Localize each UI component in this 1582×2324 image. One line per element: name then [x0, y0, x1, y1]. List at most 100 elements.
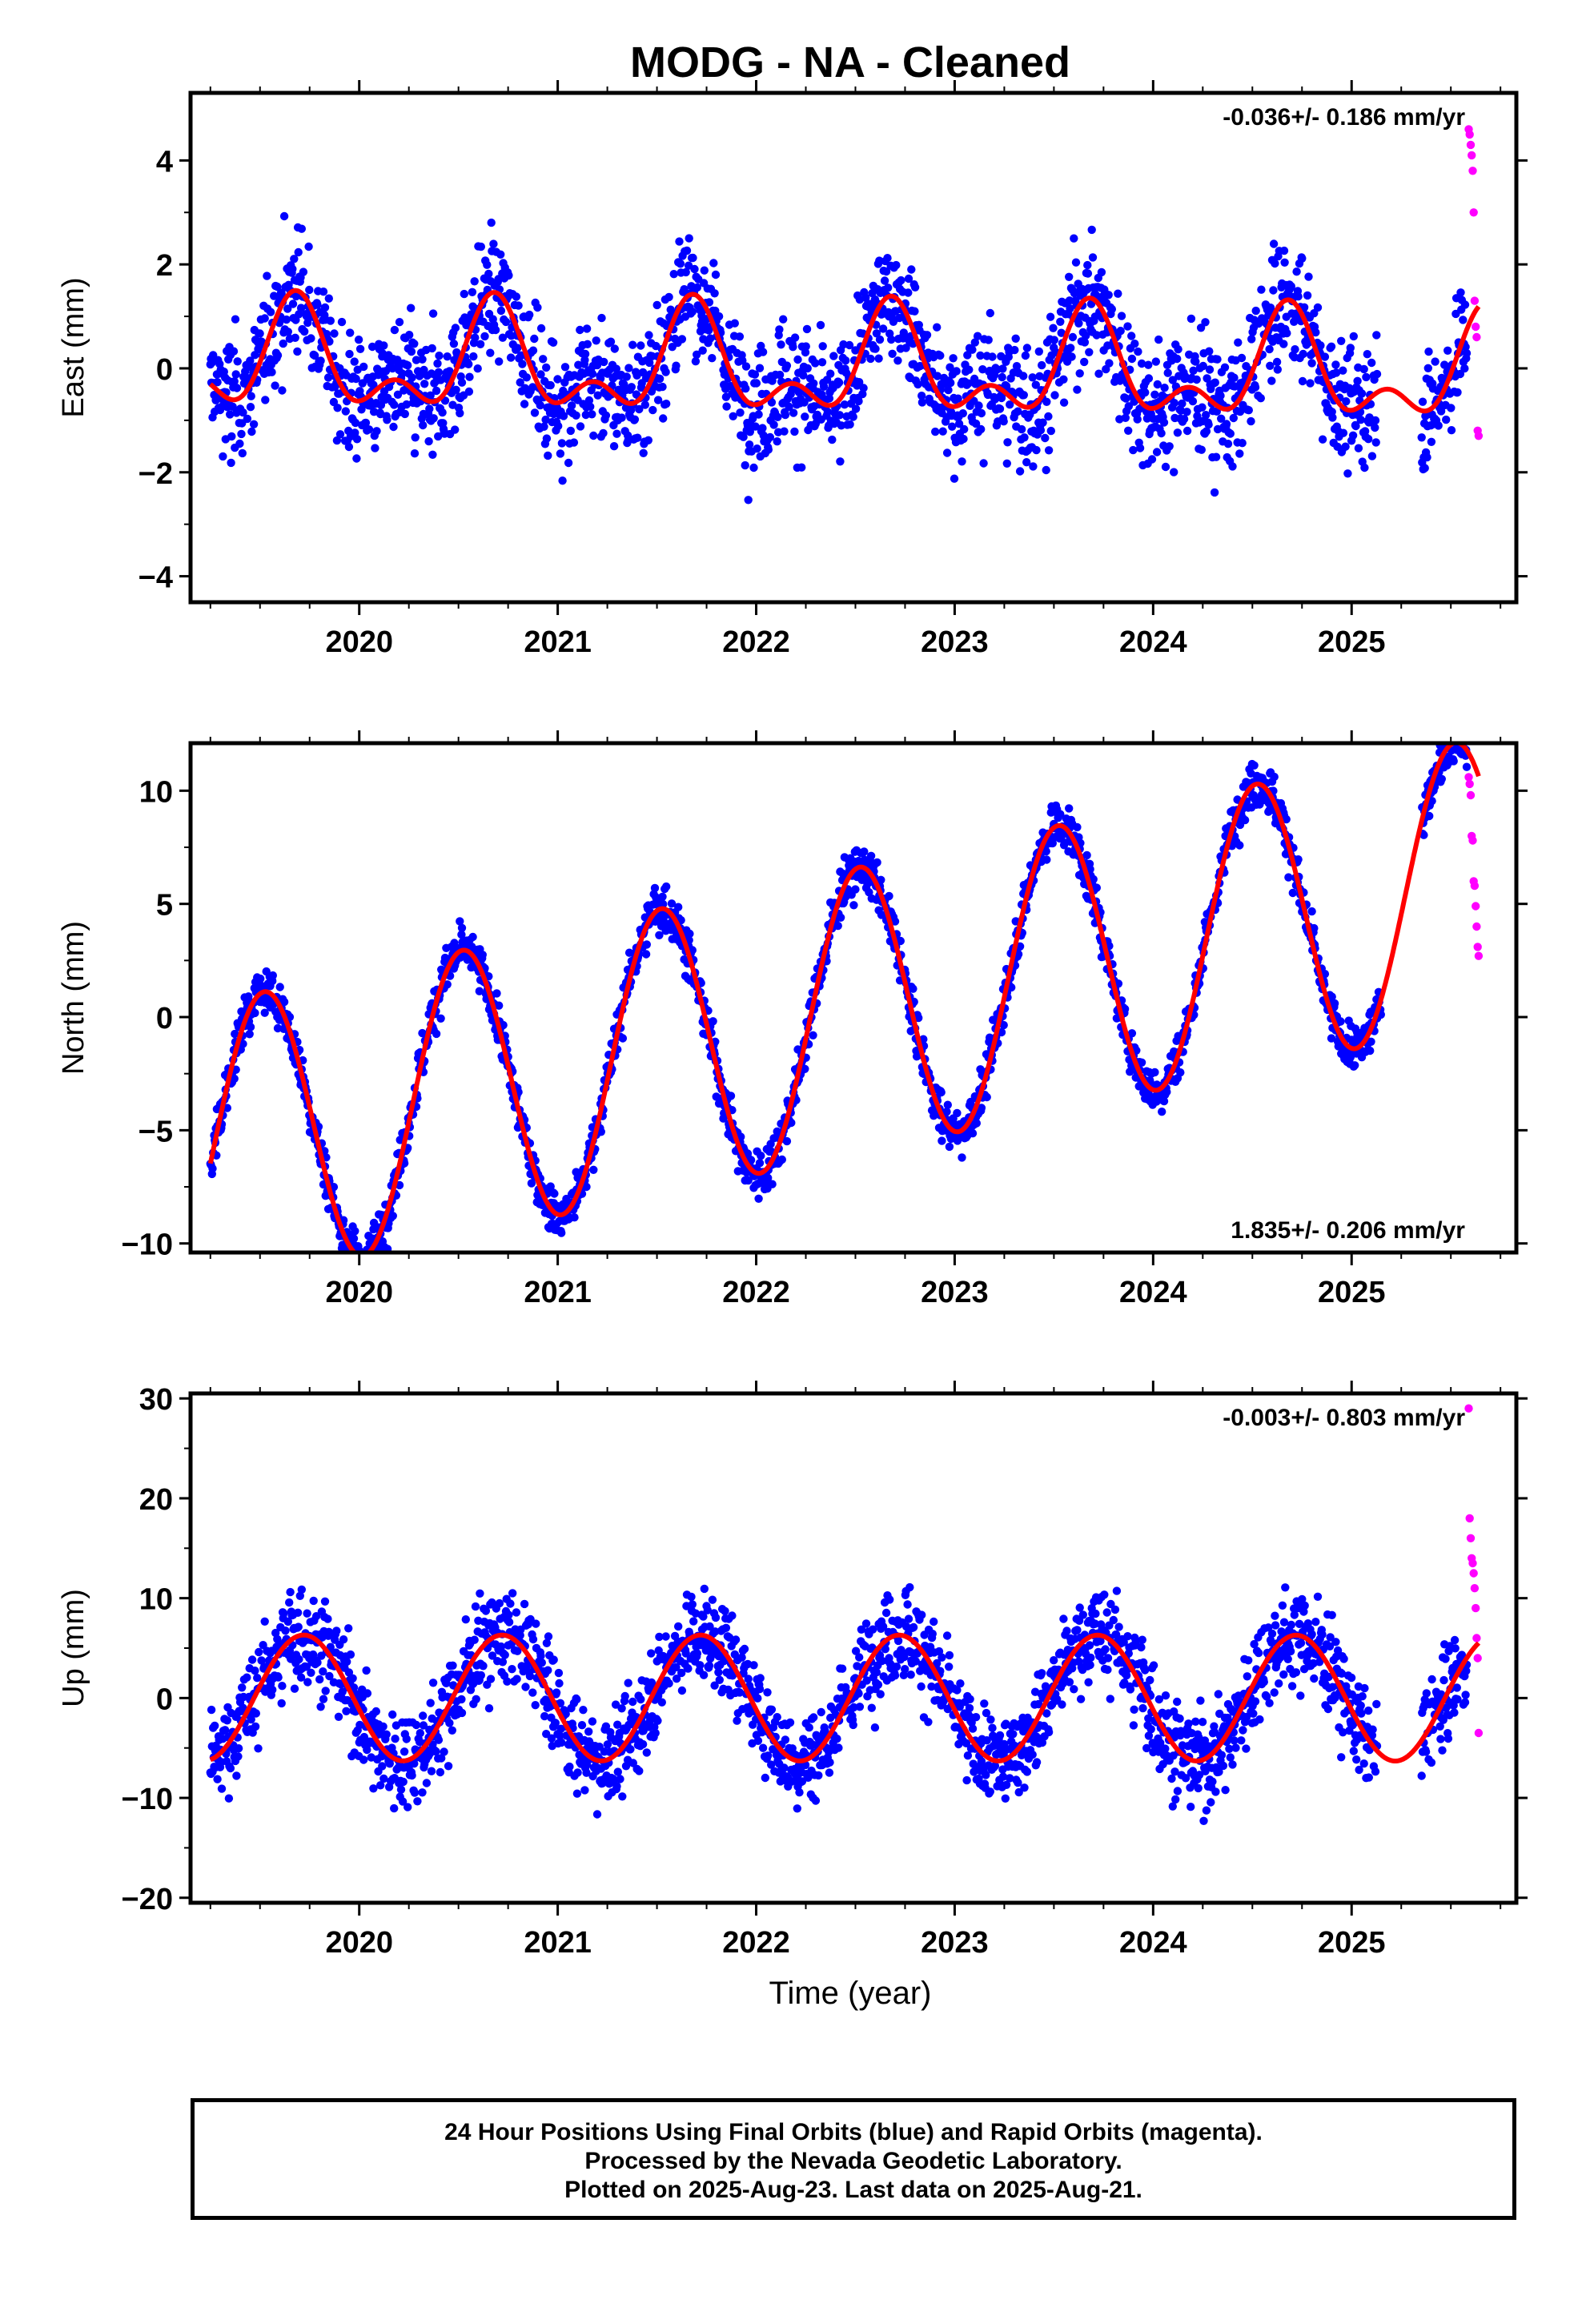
north-final-point	[596, 1128, 605, 1136]
north-final-point	[885, 891, 893, 901]
east-final-point	[564, 458, 573, 468]
east-final-point	[1304, 272, 1313, 281]
north-final-point	[1351, 1061, 1359, 1070]
north-rapid-point	[1474, 951, 1484, 960]
east-final-point	[624, 364, 633, 372]
up-final-point	[343, 1657, 351, 1667]
up-final-point	[320, 1597, 330, 1606]
east-final-point	[425, 404, 434, 413]
east-final-point	[714, 312, 724, 321]
east-final-point	[1168, 376, 1178, 384]
east-final-point	[1070, 234, 1078, 243]
east-final-point	[1046, 312, 1055, 321]
east-rapid-point	[1468, 151, 1476, 160]
north-final-point	[1082, 850, 1091, 860]
east-final-point	[799, 371, 808, 380]
east-final-point	[1316, 341, 1325, 350]
east-final-point	[790, 333, 800, 342]
east-final-point	[548, 338, 558, 347]
east-final-point	[790, 427, 799, 436]
north-final-point	[1150, 1068, 1159, 1077]
east-final-point	[1356, 416, 1365, 424]
east-final-point	[345, 349, 354, 359]
up-final-point	[508, 1665, 516, 1674]
east-final-point	[496, 250, 505, 259]
east-final-point	[878, 324, 888, 333]
east-final-point	[738, 356, 747, 365]
east-final-point	[228, 402, 237, 411]
east-final-point	[1331, 368, 1341, 377]
east-final-point	[1202, 427, 1211, 436]
north-final-point	[1452, 729, 1460, 737]
east-rapid-point	[1472, 322, 1480, 332]
up-final-point	[290, 1684, 299, 1693]
up-final-point	[303, 1609, 311, 1618]
up-final-point	[260, 1617, 269, 1626]
east-final-point	[1002, 459, 1012, 468]
east-final-point	[1342, 397, 1351, 406]
east-final-point	[230, 377, 239, 386]
east-final-point	[542, 363, 551, 372]
east-final-point	[802, 324, 812, 334]
east-final-point	[1229, 413, 1239, 423]
north-final-point	[457, 930, 466, 939]
east-final-point	[1287, 282, 1296, 291]
east-final-point	[706, 334, 715, 343]
east-final-point	[661, 368, 670, 376]
north-y-tick-label: −5	[139, 1115, 173, 1148]
east-final-point	[1203, 374, 1211, 383]
north-final-point	[836, 913, 845, 923]
up-final-point	[528, 1688, 537, 1697]
east-final-point	[1075, 369, 1084, 378]
east-final-point	[599, 428, 608, 438]
north-final-point	[1460, 731, 1468, 739]
up-final-point	[213, 1775, 222, 1783]
east-final-point	[426, 391, 435, 400]
north-final-point	[251, 1008, 259, 1018]
east-final-point	[544, 451, 552, 460]
east-final-point	[476, 340, 485, 348]
east-final-point	[958, 457, 966, 466]
north-final-point	[642, 940, 651, 949]
north-rapid-point	[1473, 943, 1482, 951]
north-x-tick-label: 2021	[524, 1276, 592, 1309]
east-final-point	[1328, 413, 1337, 422]
east-final-point	[769, 420, 778, 429]
east-final-point	[675, 237, 684, 246]
east-final-point	[960, 424, 969, 434]
east-final-point	[1144, 374, 1154, 383]
up-final-point	[278, 1682, 287, 1691]
east-final-point	[1371, 423, 1379, 432]
north-final-point	[468, 932, 477, 942]
east-final-point	[419, 420, 428, 430]
north-x-tick-label: 2023	[921, 1276, 989, 1309]
up-final-point	[444, 1762, 453, 1771]
east-final-point	[412, 356, 421, 364]
east-final-point	[1066, 304, 1074, 313]
east-final-point	[464, 387, 474, 396]
up-final-point	[274, 1673, 283, 1682]
east-final-point	[801, 412, 809, 421]
up-final-point	[521, 1683, 530, 1691]
north-final-point	[231, 1029, 239, 1039]
east-final-point	[584, 396, 594, 405]
east-final-point	[540, 422, 548, 431]
north-final-point	[709, 1017, 717, 1026]
east-final-point	[1014, 407, 1022, 416]
east-final-point	[496, 306, 506, 316]
east-final-point	[1153, 380, 1162, 389]
east-final-point	[465, 372, 474, 381]
north-final-point	[230, 1074, 239, 1084]
east-final-point	[722, 402, 731, 411]
east-final-point	[1367, 358, 1376, 368]
east-final-point	[1124, 402, 1134, 411]
east-final-point	[872, 329, 881, 338]
east-final-point	[1192, 375, 1201, 384]
east-final-point	[974, 401, 983, 410]
east-final-point	[711, 270, 721, 279]
north-final-point	[685, 929, 694, 939]
east-final-point	[404, 361, 412, 370]
east-final-point	[486, 348, 495, 357]
east-final-point	[299, 267, 308, 276]
east-final-point	[553, 375, 562, 384]
